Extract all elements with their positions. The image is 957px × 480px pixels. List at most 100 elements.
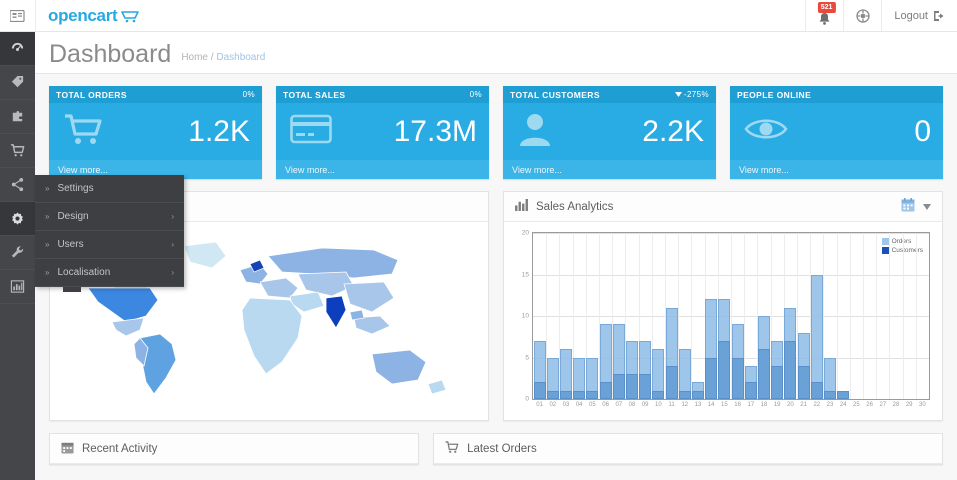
chevron-down-icon[interactable]: [923, 201, 931, 213]
card-header: PEOPLE ONLINE: [730, 86, 943, 103]
chevron-double-right-icon: »: [45, 184, 50, 193]
sidebar: [0, 32, 35, 480]
help-button[interactable]: [843, 0, 881, 31]
card-title: TOTAL CUSTOMERS: [510, 89, 600, 100]
eye-icon: [744, 115, 788, 148]
gridline-vertical: [823, 233, 825, 399]
sidebar-item-dashboard[interactable]: [0, 32, 35, 66]
gridline-vertical: [770, 233, 772, 399]
brand-logo[interactable]: opencart: [36, 6, 142, 26]
chart-bar-customers: [665, 365, 678, 399]
system-dropdown-menu[interactable]: » Settings » Design › » Users › » Localisation ›: [35, 175, 184, 292]
x-axis-tick-label: 04: [575, 402, 583, 408]
stat-card-people-online[interactable]: PEOPLE ONLINE 0 View more...: [730, 86, 943, 179]
gridline-vertical: [757, 233, 759, 399]
card-percent: -275%: [674, 90, 709, 99]
panel-title: Recent Activity: [82, 442, 158, 455]
x-axis-tick-label: 13: [694, 402, 702, 408]
card-body: 0: [730, 103, 943, 160]
panel-header: Sales Analytics: [504, 192, 942, 222]
chart-bar-customers: [639, 374, 652, 399]
latest-orders-panel: Latest Orders: [433, 433, 943, 465]
x-axis-tick-label: 12: [681, 402, 689, 408]
sidebar-item-marketing[interactable]: [0, 168, 35, 202]
chevron-double-right-icon: »: [45, 268, 50, 277]
logout-button[interactable]: Logout: [881, 0, 957, 31]
sidebar-item-tools[interactable]: [0, 236, 35, 270]
dropdown-item-label: Settings: [57, 183, 94, 194]
dropdown-item-design[interactable]: » Design ›: [35, 203, 184, 231]
x-axis-tick-label: 24: [839, 402, 847, 408]
x-axis-tick-label: 22: [813, 402, 821, 408]
card-body: 2.2K: [503, 103, 716, 160]
stat-card-total-customers[interactable]: TOTAL CUSTOMERS -275% 2.2K View more...: [503, 86, 716, 179]
x-axis-tick-label: 06: [602, 402, 609, 408]
chart-bar-customers: [744, 382, 757, 399]
x-axis-tick-label: 11: [668, 402, 675, 408]
stat-card-total-sales[interactable]: TOTAL SALES 0% 17.3M View more...: [276, 86, 489, 179]
card-footer-link[interactable]: View more...: [276, 160, 489, 179]
gridline-vertical: [678, 233, 680, 399]
card-percent: 0%: [469, 90, 482, 99]
chart-legend: Orders Customers: [881, 238, 923, 254]
gridline-vertical: [876, 233, 878, 399]
legend-swatch-customers: [881, 247, 889, 254]
world-map[interactable]: [50, 222, 488, 420]
calendar-icon[interactable]: [901, 198, 915, 215]
sidebar-item-catalog[interactable]: [0, 66, 35, 100]
calendar-icon: [61, 441, 74, 457]
dropdown-item-users[interactable]: » Users ›: [35, 231, 184, 259]
cart-icon: [63, 112, 105, 151]
chart-bar-customers: [691, 390, 705, 399]
sales-analytics-chart[interactable]: Orders Customers 0 5 10 15 20 01 02 03 04 05 06 07 0…: [510, 228, 934, 416]
x-axis-tick-label: 27: [879, 402, 887, 408]
gridline-vertical: [744, 233, 746, 399]
x-axis-tick-label: 14: [707, 402, 715, 408]
x-axis-tick-label: 03: [562, 402, 570, 408]
x-axis-tick-label: 19: [773, 402, 781, 408]
top-bar: opencart 521 Logout: [0, 0, 957, 32]
gear-icon: [12, 212, 23, 225]
gridline-vertical: [902, 233, 904, 399]
gridline-vertical: [651, 233, 653, 399]
x-axis-tick-label: 15: [721, 402, 728, 408]
gridline-vertical: [731, 233, 732, 399]
gridline-vertical: [717, 233, 719, 399]
gridline-vertical: [915, 233, 917, 399]
chart-bar-customers: [599, 382, 612, 399]
cart-icon: [445, 440, 459, 457]
sidebar-item-reports[interactable]: [0, 270, 35, 304]
card-footer-link[interactable]: View more...: [49, 160, 262, 179]
dropdown-item-localisation[interactable]: » Localisation ›: [35, 259, 184, 287]
notifications-button[interactable]: 521: [805, 0, 843, 31]
sidebar-item-sales[interactable]: [0, 134, 35, 168]
sidebar-item-system[interactable]: [0, 202, 35, 236]
gridline-vertical: [638, 233, 640, 399]
breadcrumb-home[interactable]: Home: [181, 52, 208, 63]
bar-chart-icon: [515, 199, 528, 214]
menu-toggle-icon[interactable]: [0, 0, 36, 31]
gridline-vertical: [810, 233, 812, 399]
user-icon: [517, 111, 553, 152]
sidebar-item-extensions[interactable]: [0, 100, 35, 134]
notifications-badge: 521: [817, 2, 836, 13]
x-axis-tick-label: 20: [787, 402, 794, 408]
chevron-right-icon: ›: [171, 240, 174, 249]
cart-icon: [10, 144, 25, 157]
gridline-vertical: [691, 233, 693, 399]
chart-bar-customers: [797, 365, 810, 399]
x-axis-tick-label: 02: [549, 402, 557, 408]
x-axis-tick-label: 17: [747, 402, 755, 408]
puzzle-icon: [12, 110, 23, 122]
breadcrumb-separator: /: [210, 52, 214, 63]
card-footer-link[interactable]: View more...: [503, 160, 716, 179]
chart-bar-customers: [678, 390, 691, 399]
chart-bar-customers: [652, 390, 665, 399]
bar-chart-icon: [10, 280, 25, 293]
world-map-panel: [49, 191, 489, 421]
legend-swatch-orders: [881, 238, 889, 245]
chevron-double-right-icon: »: [45, 240, 50, 249]
card-footer-link[interactable]: View more...: [730, 160, 943, 179]
dropdown-item-settings[interactable]: » Settings: [35, 175, 184, 203]
stat-card-total-orders[interactable]: TOTAL ORDERS 0% 1.2K View more...: [49, 86, 262, 179]
